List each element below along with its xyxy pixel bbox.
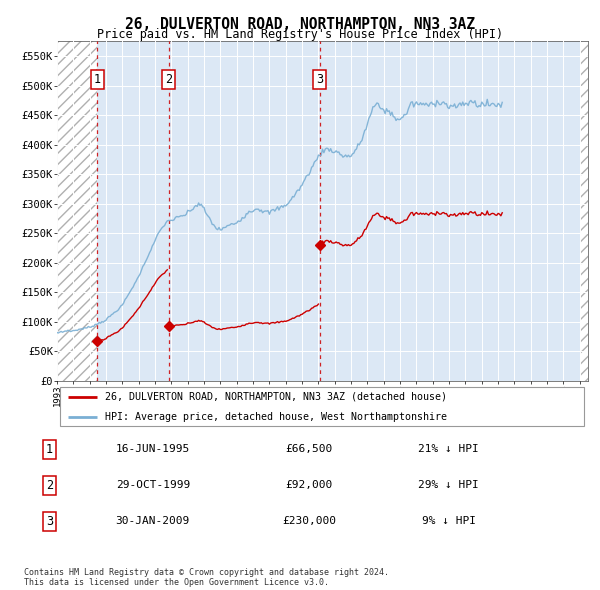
Text: 3: 3 (46, 515, 53, 528)
Text: 1: 1 (94, 73, 101, 86)
Text: £230,000: £230,000 (282, 516, 336, 526)
Text: 21% ↓ HPI: 21% ↓ HPI (418, 444, 479, 454)
Text: 26, DULVERTON ROAD, NORTHAMPTON, NN3 3AZ (detached house): 26, DULVERTON ROAD, NORTHAMPTON, NN3 3AZ… (105, 392, 447, 402)
Text: Contains HM Land Registry data © Crown copyright and database right 2024.
This d: Contains HM Land Registry data © Crown c… (24, 568, 389, 587)
Text: £66,500: £66,500 (286, 444, 332, 454)
FancyBboxPatch shape (59, 387, 584, 426)
Text: 30-JAN-2009: 30-JAN-2009 (116, 516, 190, 526)
Text: 9% ↓ HPI: 9% ↓ HPI (421, 516, 476, 526)
Bar (580, 41, 588, 381)
Text: 3: 3 (316, 73, 323, 86)
Text: 2: 2 (46, 478, 53, 492)
Text: Price paid vs. HM Land Registry's House Price Index (HPI): Price paid vs. HM Land Registry's House … (97, 28, 503, 41)
Text: 16-JUN-1995: 16-JUN-1995 (116, 444, 190, 454)
Text: 26, DULVERTON ROAD, NORTHAMPTON, NN3 3AZ: 26, DULVERTON ROAD, NORTHAMPTON, NN3 3AZ (125, 17, 475, 31)
Text: 29-OCT-1999: 29-OCT-1999 (116, 480, 190, 490)
Text: 2: 2 (165, 73, 172, 86)
Text: 29% ↓ HPI: 29% ↓ HPI (418, 480, 479, 490)
Text: 1: 1 (46, 442, 53, 455)
Text: HPI: Average price, detached house, West Northamptonshire: HPI: Average price, detached house, West… (105, 412, 447, 422)
Text: £92,000: £92,000 (286, 480, 332, 490)
Bar (57, 41, 97, 381)
